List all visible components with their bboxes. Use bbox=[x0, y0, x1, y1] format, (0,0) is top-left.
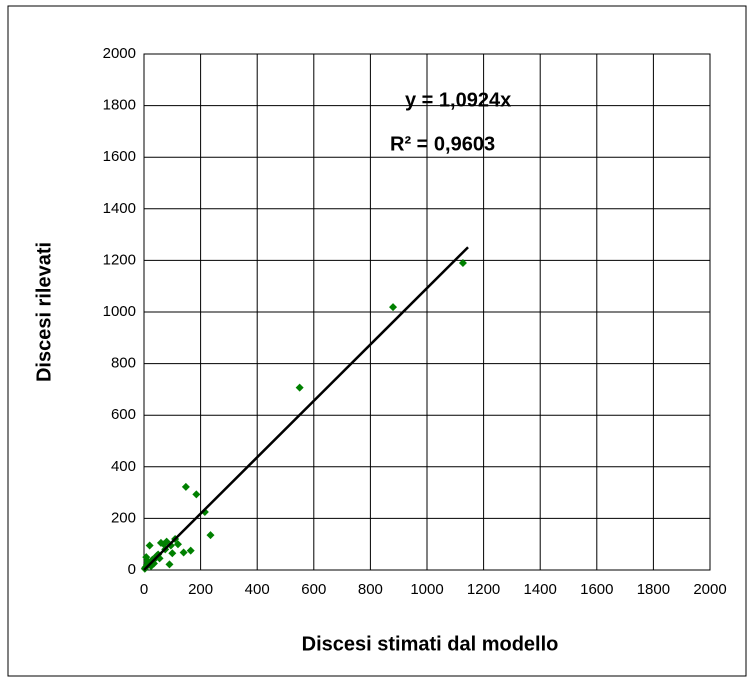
x-tick-label: 800 bbox=[358, 581, 383, 598]
data-point bbox=[179, 548, 188, 557]
y-tick-label: 800 bbox=[111, 355, 136, 372]
data-point bbox=[145, 541, 154, 550]
y-tick-label: 1200 bbox=[103, 251, 136, 268]
y-tick-label: 200 bbox=[111, 509, 136, 526]
x-tick-label: 1000 bbox=[410, 581, 443, 598]
y-tick-label: 1000 bbox=[103, 303, 136, 320]
data-point bbox=[458, 258, 467, 267]
data-point bbox=[181, 482, 190, 491]
x-tick-label: 1200 bbox=[467, 581, 500, 598]
x-tick-label: 2000 bbox=[693, 581, 726, 598]
data-point bbox=[389, 303, 398, 312]
data-point bbox=[173, 540, 182, 549]
y-tick-label: 2000 bbox=[103, 45, 136, 62]
y-tick-label: 1600 bbox=[103, 148, 136, 165]
y-tick-label: 400 bbox=[111, 458, 136, 475]
y-tick-label: 0 bbox=[128, 561, 136, 578]
x-tick-label: 1400 bbox=[524, 581, 557, 598]
equation-annotation: y = 1,0924x bbox=[405, 89, 511, 111]
r-squared-annotation: R² = 0,9603 bbox=[390, 133, 495, 155]
data-point bbox=[186, 546, 195, 555]
x-tick-label: 200 bbox=[188, 581, 213, 598]
y-axis-label: Discesi rilevati bbox=[33, 242, 55, 382]
data-point bbox=[165, 560, 174, 569]
y-tick-label: 1400 bbox=[103, 200, 136, 217]
data-point bbox=[156, 538, 165, 547]
x-axis-label: Discesi stimati dal modello bbox=[302, 633, 559, 655]
y-tick-label: 600 bbox=[111, 406, 136, 423]
data-point bbox=[192, 490, 201, 499]
data-point bbox=[295, 383, 304, 392]
x-tick-label: 1800 bbox=[637, 581, 670, 598]
x-tick-label: 600 bbox=[301, 581, 326, 598]
trendline bbox=[143, 246, 469, 571]
x-tick-label: 400 bbox=[245, 581, 270, 598]
data-point bbox=[206, 531, 215, 540]
chart-frame bbox=[7, 5, 747, 677]
y-tick-label: 1800 bbox=[103, 97, 136, 114]
x-tick-label: 1600 bbox=[580, 581, 613, 598]
x-tick-label: 0 bbox=[140, 581, 148, 598]
plot-border bbox=[143, 53, 711, 571]
data-point bbox=[168, 549, 177, 558]
